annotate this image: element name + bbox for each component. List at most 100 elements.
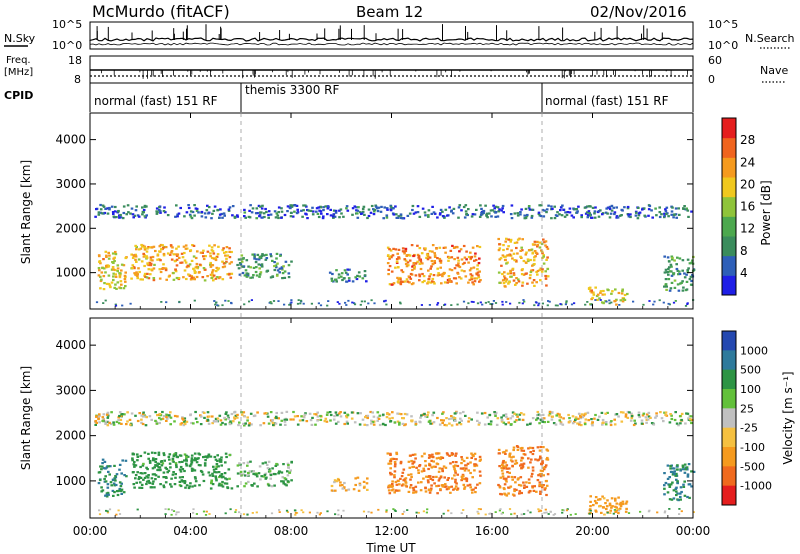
scatter-cell [159,270,163,274]
scatter-cell [100,490,103,493]
scatter-cell [558,419,562,422]
scatter-cell [265,463,269,466]
scatter-cell [202,255,205,258]
scatter-cell [188,485,191,488]
scatter-cell [523,513,526,515]
scatter-cell [668,266,671,269]
scatter-cell [484,513,487,516]
scatter-cell [511,257,514,260]
scatter-cell [636,217,640,220]
scatter-cell [363,213,366,216]
scatter-cell [561,204,564,207]
scatter-cell [676,492,679,495]
scatter-cell [544,508,547,511]
scatter-cell [389,467,392,470]
scatter-cell [540,270,544,273]
scatter-cell [608,208,612,211]
scatter-cell [414,491,418,494]
scatter-cell [356,476,360,479]
scatter-cell [665,288,668,291]
scatter-cell [374,205,378,208]
scatter-cell [385,509,388,512]
scatter-cell [526,258,530,261]
scatter-cell [260,265,264,268]
scatter-cell [223,472,227,475]
scatter-cell [117,419,120,422]
scatter-cell [143,476,147,479]
scatter-cell [663,212,666,215]
scatter-cell [186,264,190,267]
scatter-cell [411,462,414,465]
scatter-cell [677,499,680,502]
scatter-cell [521,284,524,287]
nsky-tick-bottom: 10^0 [52,39,82,52]
scatter-cell [285,484,288,487]
scatter-cell [230,301,233,304]
scatter-cell [511,415,514,418]
scatter-cell [550,411,554,414]
scatter-cell [94,420,97,423]
scatter-cell [418,279,421,282]
scatter-cell [158,208,161,211]
scatter-cell [375,207,379,210]
scatter-cell [118,481,122,484]
scatter-cell [401,471,405,474]
scatter-cell [533,485,536,488]
scatter-cell [417,256,421,259]
scatter-cell [497,448,501,451]
scatter-cell [407,275,411,278]
scatter-cell [475,273,479,276]
scatter-cell [505,494,509,497]
scatter-cell [502,248,505,252]
scatter-cell [114,250,117,254]
scatter-cell [625,507,628,510]
scatter-cell [354,477,357,480]
scatter-cell [293,415,297,418]
scatter-cell [339,484,342,487]
scatter-cell [625,500,629,503]
scatter-cell [278,470,282,473]
scatter-cell [402,417,405,420]
scatter-cell [390,256,393,259]
scatter-cell [467,417,471,420]
scatter-cell [502,211,505,214]
scatter-cell [622,298,625,301]
scatter-cell [412,460,416,463]
scatter-cell [118,414,121,418]
scatter-cell [345,304,348,306]
scatter-cell [254,270,258,274]
scatter-cell [462,244,466,248]
scatter-cell [161,410,164,414]
scatter-cell [414,274,418,277]
scatter-cell [355,206,358,209]
scatter-cell [183,480,187,483]
scatter-cell [615,298,618,301]
scatter-cell [535,301,538,304]
scatter-cell [541,252,544,255]
scatter-cell [513,420,517,423]
scatter-cell [363,274,367,277]
scatter-cell [301,419,305,422]
scatter-cell [354,483,357,487]
scatter-cell [207,212,210,215]
scatter-cell [273,210,277,213]
scatter-cell [142,411,145,414]
scatter-cell [112,272,115,275]
scatter-cell [97,471,101,474]
scatter-cell [236,215,239,218]
scatter-cell [477,262,481,265]
scatter-cell [227,273,231,276]
scatter-cell [526,282,529,285]
scatter-cell [488,414,491,417]
scatter-cell [412,489,415,492]
scatter-cell [362,486,366,489]
scatter-cell [687,417,690,420]
scatter-cell [473,452,477,455]
scatter-cell [221,485,225,488]
scatter-cell [120,492,123,495]
scatter-cell [300,509,303,512]
scatter-cell [267,213,270,217]
scatter-cell [572,216,575,219]
scatter-cell [385,510,388,513]
scatter-cell [469,461,472,464]
